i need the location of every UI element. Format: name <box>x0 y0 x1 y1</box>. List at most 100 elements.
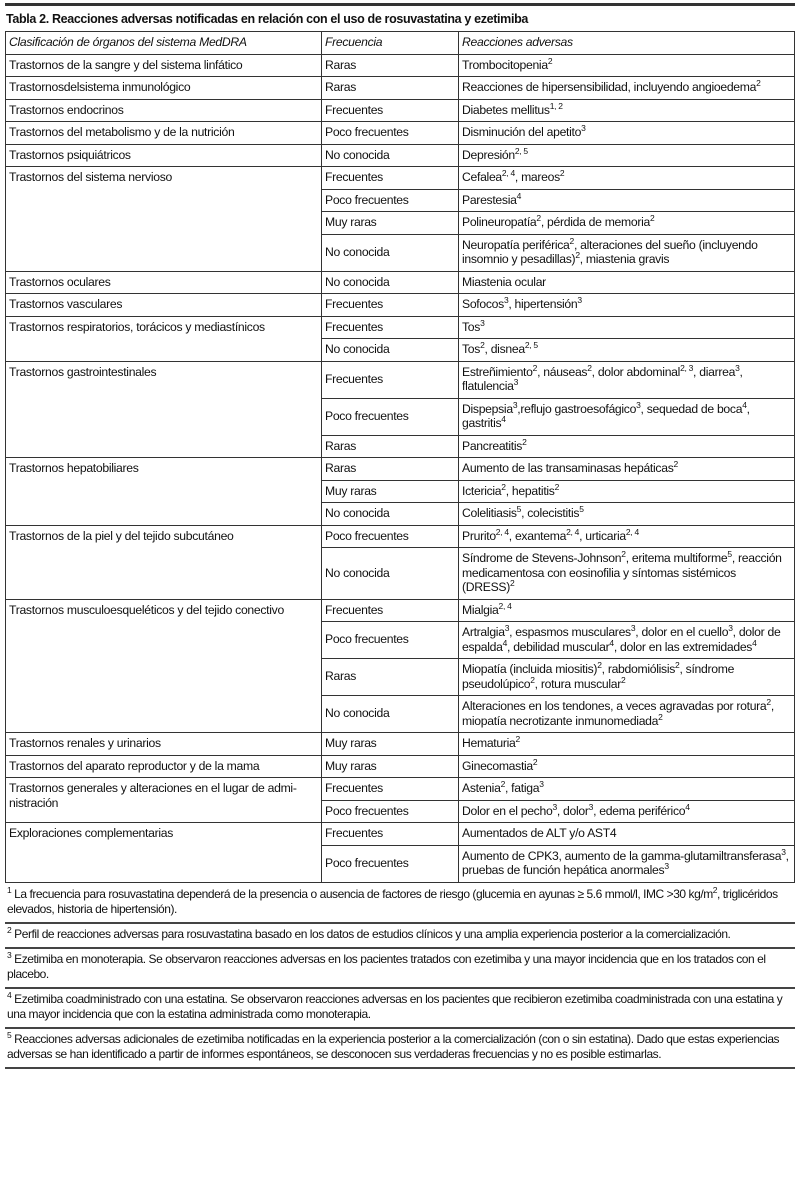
footnote-ref: 2 <box>575 250 580 260</box>
text-segment: Aumento de las transaminasas hepáticas <box>462 461 674 475</box>
text-segment: , disnea <box>484 342 526 356</box>
text-segment: Miopatía (incluida miositis) <box>462 662 598 676</box>
table-row: Exploraciones complementarias Frecuentes A… <box>5 822 795 883</box>
text-segment: Cefalea <box>462 170 502 184</box>
text-segment: Tos <box>462 342 481 356</box>
frequency-cell: Poco frecuentes <box>321 524 459 548</box>
table-row: No conocida Alteraciones en los tendones,… <box>6 695 795 733</box>
footnote-ref: 2, 3 <box>680 362 694 373</box>
table-body: Trastornos de la sangre y del sistema li… <box>5 53 795 883</box>
text-segment: Neuropatía periférica <box>462 237 570 252</box>
footnote-ref: 2 <box>501 481 506 492</box>
footnote-ref: 5 <box>579 504 584 514</box>
text-segment: , urticaria <box>579 528 626 543</box>
footnote-ref: 2 <box>621 549 626 559</box>
frequency-cell: Muy raras <box>321 754 459 778</box>
organ-class-cell: Trastornos oculares <box>5 270 322 294</box>
text-segment: , edema periférico <box>593 803 686 818</box>
footnote-ref: 2 <box>536 213 541 223</box>
footnote-ref: 5 <box>7 1029 12 1040</box>
header-row: Clasificación de órganos del sistema Med… <box>5 31 795 55</box>
top-rule <box>5 3 795 6</box>
reaction-cell: Trombocitopenia2 <box>458 53 795 77</box>
reaction-cell: Tos3 <box>458 315 795 339</box>
frequency-cell: Poco frecuentes <box>321 621 459 659</box>
footnote-ref: 2 <box>766 697 771 707</box>
footnote: 2 Perfil de reacciones adversas para ros… <box>5 924 795 949</box>
reaction-cell: Aumento de CPK3, aumento de la gamma-glu… <box>458 844 795 883</box>
footnote-ref: 4 <box>685 801 690 812</box>
footnote-ref: 3 <box>7 949 12 960</box>
text-segment: Prurito <box>462 528 496 543</box>
frequency-cell: Frecuentes <box>321 98 459 122</box>
frequency-cell: Frecuentes <box>321 315 459 339</box>
frequency-cell: Raras <box>321 53 459 77</box>
reaction-cell: Ictericia2, hepatitis2 <box>458 479 795 503</box>
footnote-ref: 2 <box>621 674 626 685</box>
footnote-ref: 1, 2 <box>549 100 563 111</box>
frequency-cell: Raras <box>321 434 459 458</box>
footnote-ref: 2 <box>480 340 485 350</box>
organ-class-cell: Trastornos hepatobiliares <box>5 457 322 526</box>
text-segment: Trombocitopenia <box>462 57 548 72</box>
footnote-ref: 1 <box>7 884 12 895</box>
table-row: Trastornos hepatobiliares Raras Aumento de… <box>5 457 795 526</box>
organ-class-cell: Trastornos vasculares <box>5 293 322 317</box>
adverse-reactions-table: Clasificación de órganos del sistema Med… <box>5 31 795 883</box>
organ-class-cell: Trastornos generales y alteraciones en e… <box>5 777 322 823</box>
footnote-ref: 2 <box>500 779 506 789</box>
text-segment: Dispepsia <box>462 401 513 416</box>
footnote-ref: 2, 4 <box>495 526 509 537</box>
footnote-ref: 3 <box>581 123 586 133</box>
footnote: 5 Reacciones adversas adicionales de eze… <box>5 1029 795 1069</box>
organ-class-cell: Trastornos de la piel y del tejido subcu… <box>5 524 322 600</box>
text-segment: Colelitiasis <box>462 506 517 520</box>
footnote-ref: 2 <box>554 481 560 492</box>
frequency-cell: Poco frecuentes <box>321 397 459 436</box>
organ-class-cell: Trastornos respiratorios, torácicos y me… <box>5 315 322 362</box>
footnote-ref: 5 <box>516 504 522 514</box>
frequency-cell: Raras <box>321 457 459 481</box>
frequency-cell: Poco frecuentes <box>321 844 459 883</box>
footnote-ref: 3 <box>588 801 594 812</box>
document: Tabla 2. Reacciones adversas notificadas… <box>0 3 800 1069</box>
footnote-ref: 2 <box>658 711 663 722</box>
table-row: Trastornos de la sangre y del sistema li… <box>5 53 795 77</box>
text-segment: , sequedad de boca <box>640 401 743 416</box>
table-row: Trastornos respiratorios, torácicos y me… <box>5 315 795 362</box>
footnote-ref: 3 <box>552 801 557 812</box>
text-segment: , miastenia gravis <box>579 252 670 266</box>
text-segment: Ezetimiba en monoterapia. Se observaron … <box>7 951 766 981</box>
table-row: Trastornos del aparato reproductor y de … <box>5 754 795 778</box>
frequency-cell: Frecuentes <box>321 777 459 801</box>
text-segment: Diabetes mellitus <box>462 102 550 117</box>
reaction-cell: Neuropatía periférica2, alteraciones del… <box>458 233 795 272</box>
reaction-cell: Aumentados de ALT y/o AST4 <box>458 822 795 846</box>
frequency-cell: No conocida <box>321 270 459 294</box>
organ-class-cell: Exploraciones complementarias <box>5 822 322 883</box>
frequency-cell: Frecuentes <box>321 166 459 190</box>
table-row: Trastornos del sistema nervioso Frecuente… <box>5 166 795 272</box>
text-segment: , colecistitis <box>521 506 580 520</box>
footnote-ref: 3 <box>503 295 509 305</box>
table-row: Trastornos musculoesqueléticos y del tej… <box>5 598 795 733</box>
text-segment: , pruebas de función hepática anormales <box>462 848 789 878</box>
footnote-ref: 4 <box>501 414 506 424</box>
reaction-cell: Reacciones de hipersensibilidad, incluye… <box>458 76 795 100</box>
frequency-cell: Muy raras <box>321 732 459 756</box>
table-row: Trastornos generales y alteraciones en e… <box>5 777 795 823</box>
text-segment: Aumento de CPK3, aumento de la gamma-glu… <box>462 848 782 863</box>
table-row: No conocida Síndrome de Stevens-Johnson2,… <box>6 547 795 600</box>
frequency-cell: Muy raras <box>321 211 459 235</box>
footnote-ref: 2 <box>532 756 538 767</box>
table-row: Trastornos endocrinos Frecuentes Diabetes … <box>5 98 795 122</box>
footnote-ref: 3 <box>577 295 582 305</box>
text-segment: , eritema multiforme <box>625 551 728 565</box>
footnote-ref: 5 <box>727 549 732 559</box>
text-segment: , miopatía necrotizante inmunomediada <box>462 699 774 728</box>
footnote-ref: 2 <box>515 734 521 744</box>
text-segment: ,reflujo gastroesofágico <box>517 401 637 416</box>
frequency-cell: Raras <box>321 658 459 696</box>
table-row: Poco frecuentes Dispepsia3,reflujo gastro… <box>6 397 795 436</box>
footnote-ref: 2, 4 <box>566 526 580 537</box>
